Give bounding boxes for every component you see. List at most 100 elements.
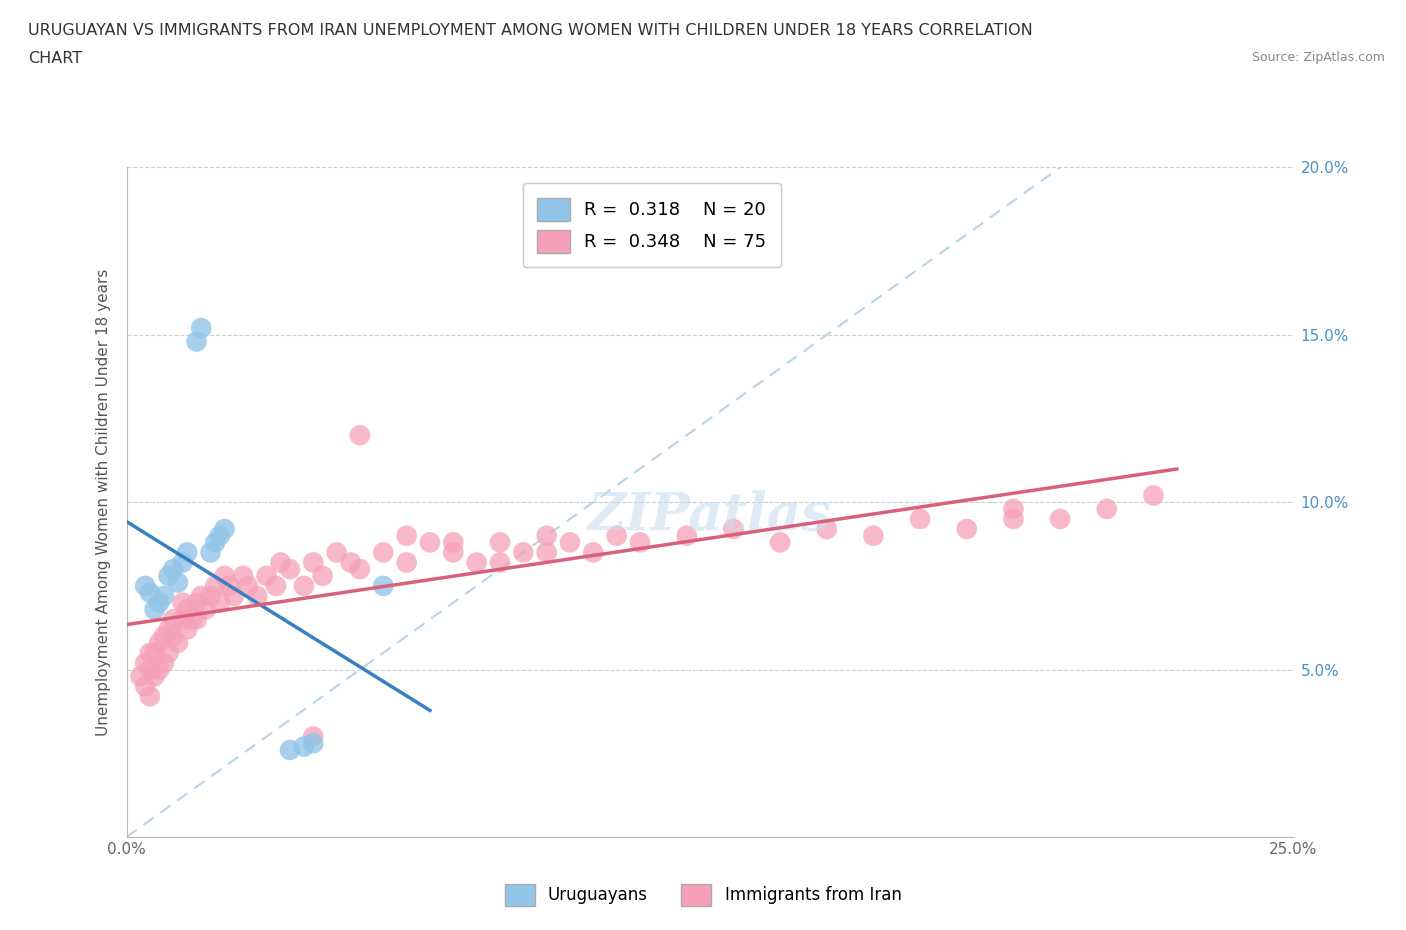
Point bbox=[302, 729, 325, 744]
Point bbox=[139, 645, 162, 660]
Point bbox=[214, 522, 236, 537]
Point bbox=[200, 545, 222, 560]
Point bbox=[208, 528, 231, 543]
Point bbox=[134, 656, 156, 671]
Point bbox=[441, 535, 464, 550]
Point bbox=[157, 622, 180, 637]
Point bbox=[180, 612, 202, 627]
Point bbox=[815, 522, 838, 537]
Point bbox=[194, 602, 217, 617]
Point bbox=[264, 578, 287, 593]
Point bbox=[139, 689, 162, 704]
Point bbox=[236, 578, 259, 593]
Point bbox=[186, 612, 208, 627]
Point bbox=[200, 589, 222, 604]
Point bbox=[302, 736, 325, 751]
Point bbox=[157, 645, 180, 660]
Point bbox=[204, 535, 226, 550]
Point bbox=[582, 545, 605, 560]
Point bbox=[1002, 501, 1025, 516]
Point bbox=[723, 522, 745, 537]
Point bbox=[176, 545, 198, 560]
Point bbox=[172, 612, 194, 627]
Point bbox=[675, 528, 697, 543]
Point bbox=[769, 535, 792, 550]
Point bbox=[465, 555, 488, 570]
Point bbox=[1049, 512, 1071, 526]
Point bbox=[278, 742, 301, 757]
Point bbox=[628, 535, 651, 550]
Point bbox=[176, 622, 198, 637]
Point bbox=[208, 595, 231, 610]
Legend: R =  0.318    N = 20, R =  0.348    N = 75: R = 0.318 N = 20, R = 0.348 N = 75 bbox=[523, 183, 780, 268]
Point bbox=[246, 589, 269, 604]
Point bbox=[172, 595, 194, 610]
Point bbox=[218, 578, 240, 593]
Text: CHART: CHART bbox=[28, 51, 82, 66]
Point bbox=[349, 562, 371, 577]
Point bbox=[373, 578, 395, 593]
Y-axis label: Unemployment Among Women with Children Under 18 years: Unemployment Among Women with Children U… bbox=[96, 269, 111, 736]
Point bbox=[134, 578, 156, 593]
Point bbox=[489, 535, 512, 550]
Point bbox=[325, 545, 347, 560]
Point bbox=[186, 595, 208, 610]
Point bbox=[956, 522, 979, 537]
Point bbox=[349, 428, 371, 443]
Point bbox=[536, 545, 558, 560]
Point bbox=[176, 602, 198, 617]
Point bbox=[143, 602, 166, 617]
Point bbox=[292, 578, 315, 593]
Point bbox=[162, 629, 184, 644]
Point bbox=[395, 528, 418, 543]
Point bbox=[129, 669, 152, 684]
Point bbox=[190, 321, 212, 336]
Point bbox=[143, 669, 166, 684]
Point bbox=[148, 595, 170, 610]
Point bbox=[256, 568, 278, 583]
Point bbox=[153, 656, 176, 671]
Point bbox=[222, 589, 245, 604]
Point bbox=[148, 635, 170, 650]
Point bbox=[441, 545, 464, 560]
Point bbox=[339, 555, 361, 570]
Point bbox=[167, 635, 190, 650]
Legend: Uruguayans, Immigrants from Iran: Uruguayans, Immigrants from Iran bbox=[498, 878, 908, 912]
Point bbox=[190, 589, 212, 604]
Point bbox=[862, 528, 884, 543]
Point bbox=[278, 562, 301, 577]
Point bbox=[606, 528, 628, 543]
Point bbox=[167, 575, 190, 590]
Point bbox=[232, 568, 254, 583]
Point bbox=[558, 535, 581, 550]
Point bbox=[134, 679, 156, 694]
Point bbox=[292, 739, 315, 754]
Point bbox=[302, 555, 325, 570]
Point bbox=[373, 545, 395, 560]
Point bbox=[419, 535, 441, 550]
Point bbox=[186, 334, 208, 349]
Point bbox=[270, 555, 292, 570]
Point bbox=[908, 512, 931, 526]
Point bbox=[157, 568, 180, 583]
Point bbox=[162, 612, 184, 627]
Point bbox=[311, 568, 333, 583]
Point bbox=[153, 589, 176, 604]
Point bbox=[489, 555, 512, 570]
Point bbox=[1002, 512, 1025, 526]
Point bbox=[172, 555, 194, 570]
Point bbox=[512, 545, 534, 560]
Point bbox=[395, 555, 418, 570]
Point bbox=[139, 662, 162, 677]
Point bbox=[1142, 488, 1164, 503]
Point bbox=[148, 662, 170, 677]
Text: URUGUAYAN VS IMMIGRANTS FROM IRAN UNEMPLOYMENT AMONG WOMEN WITH CHILDREN UNDER 1: URUGUAYAN VS IMMIGRANTS FROM IRAN UNEMPL… bbox=[28, 23, 1033, 38]
Point bbox=[536, 528, 558, 543]
Point bbox=[162, 562, 184, 577]
Point bbox=[153, 629, 176, 644]
Point bbox=[139, 585, 162, 600]
Point bbox=[214, 568, 236, 583]
Point bbox=[143, 645, 166, 660]
Text: Source: ZipAtlas.com: Source: ZipAtlas.com bbox=[1251, 51, 1385, 64]
Point bbox=[1095, 501, 1118, 516]
